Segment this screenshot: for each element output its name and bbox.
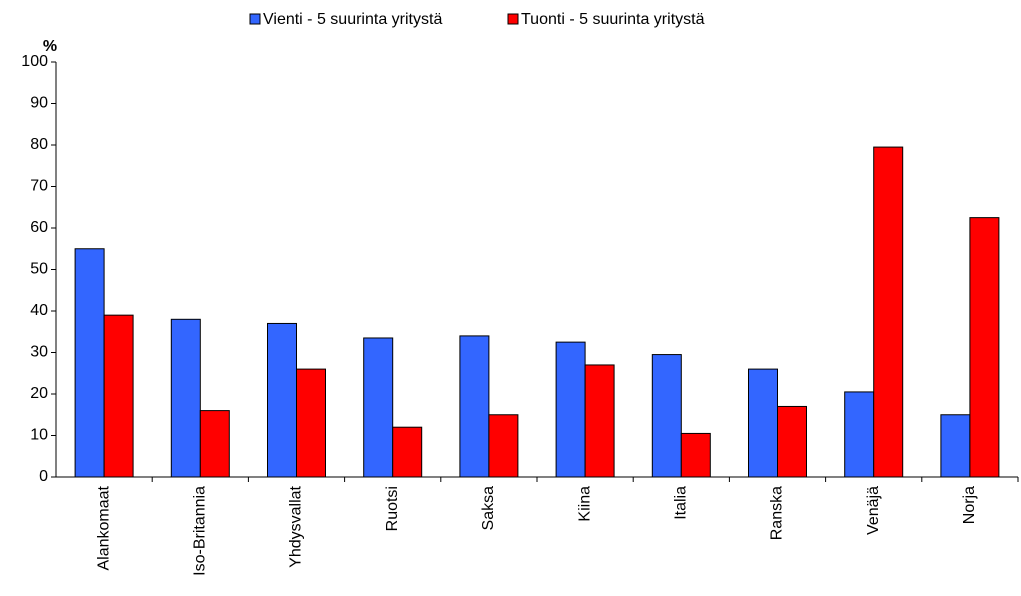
legend-swatch: [249, 13, 261, 25]
y-tick-label: 40: [30, 302, 48, 319]
bar: [267, 322, 297, 478]
y-axis-label: %: [43, 38, 57, 55]
bar: [199, 410, 230, 478]
bar: [969, 217, 1000, 478]
bar: [392, 426, 423, 478]
x-tick-label: Ranska: [769, 486, 786, 540]
legend-label: Tuonti - 5 suurinta yritystä: [521, 11, 705, 28]
bar: [844, 391, 875, 478]
x-tick-label: Alankomaat: [95, 485, 112, 570]
bar: [170, 318, 201, 478]
legend-swatch: [507, 13, 519, 25]
x-tick-label: Yhdysvallat: [288, 485, 305, 567]
bar: [103, 314, 134, 478]
x-tick-label: Norja: [961, 486, 978, 524]
y-tick-label: 90: [30, 95, 48, 112]
bar: [74, 248, 105, 478]
legend-label: Vienti - 5 suurinta yritystä: [263, 11, 442, 28]
bar: [777, 405, 807, 478]
y-tick-label: 60: [30, 219, 48, 236]
x-tick-label: Italia: [673, 486, 690, 520]
bar: [651, 354, 682, 478]
y-tick-label: 20: [30, 385, 48, 402]
y-tick-label: 10: [30, 427, 48, 444]
bar: [680, 432, 711, 478]
bar: [940, 414, 971, 478]
bar: [748, 368, 778, 478]
bar: [873, 146, 904, 478]
y-tick-label: 70: [30, 178, 48, 195]
x-tick-label: Venäjä: [865, 486, 882, 535]
x-tick-label: Saksa: [480, 486, 497, 531]
bar: [584, 364, 615, 478]
y-tick-label: 50: [30, 261, 48, 278]
x-tick-label: Kiina: [576, 486, 593, 522]
bar: [363, 337, 394, 478]
bar: [459, 335, 490, 478]
bar: [296, 368, 326, 478]
y-tick-label: 100: [21, 53, 48, 70]
y-tick-label: 30: [30, 344, 48, 361]
bar: [488, 414, 519, 478]
x-tick-label: Ruotsi: [384, 486, 401, 531]
bar: [555, 341, 586, 478]
y-tick-label: 80: [30, 136, 48, 153]
x-tick-label: Iso-Britannia: [192, 486, 209, 576]
y-tick-label: 0: [39, 468, 48, 485]
